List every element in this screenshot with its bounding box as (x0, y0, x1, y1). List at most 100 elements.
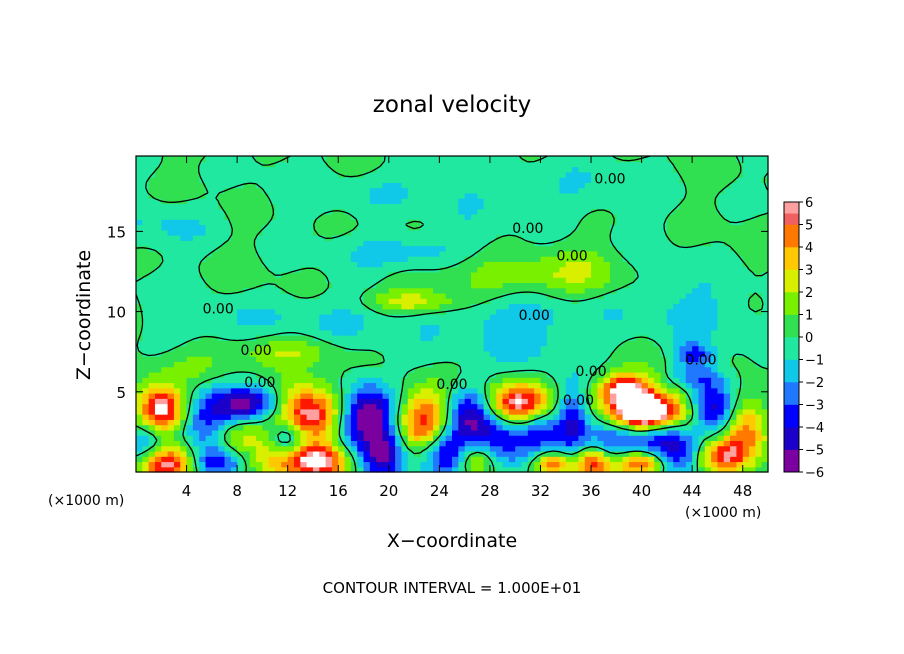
heatmap-cell (521, 282, 529, 289)
heatmap-cell (616, 461, 624, 468)
heatmap-cell (237, 435, 245, 441)
heatmap-cell (439, 261, 447, 268)
heatmap-cell (388, 324, 396, 331)
heatmap-cell (350, 303, 358, 310)
heatmap-cell (641, 314, 649, 320)
heatmap-cell (603, 245, 611, 252)
heatmap-cell (401, 429, 409, 436)
heatmap-cell (249, 424, 257, 431)
heatmap-cell (237, 403, 245, 410)
heatmap-cell (414, 408, 421, 415)
heatmap-cell (717, 393, 725, 399)
heatmap-cell (692, 340, 700, 347)
heatmap-cell (426, 271, 434, 278)
heatmap-cell (483, 229, 491, 236)
heatmap-cell (230, 393, 238, 399)
heatmap-cell (515, 356, 523, 362)
heatmap-cell (249, 256, 257, 262)
heatmap-cell (224, 287, 232, 294)
heatmap-cell (192, 314, 200, 320)
heatmap-cell (610, 235, 617, 241)
heatmap-cell (136, 461, 143, 468)
heatmap-cell (262, 224, 270, 231)
heatmap-cell (344, 424, 352, 431)
heatmap-cell (167, 277, 175, 283)
heatmap-cell (294, 356, 301, 362)
heatmap-cell (717, 329, 725, 336)
heatmap-cell (294, 308, 301, 315)
heatmap-cell (237, 456, 245, 463)
heatmap-cell (603, 213, 611, 220)
heatmap-cell (458, 303, 466, 310)
heatmap-cell (647, 414, 655, 420)
heatmap-cell (306, 261, 314, 268)
heatmap-cell (584, 419, 592, 426)
heatmap-cell (458, 403, 466, 410)
heatmap-cell (445, 224, 453, 231)
heatmap-cell (243, 456, 251, 463)
heatmap-cell (666, 466, 674, 473)
heatmap-cell (369, 403, 377, 410)
heatmap-cell (736, 366, 744, 373)
heatmap-cell (730, 213, 737, 220)
heatmap-cell (610, 303, 617, 310)
heatmap-cell (610, 356, 617, 362)
heatmap-cell (628, 435, 636, 441)
heatmap-cell (388, 224, 396, 231)
heatmap-cell (192, 419, 200, 426)
heatmap-cell (148, 229, 156, 236)
heatmap-cell (357, 419, 365, 426)
heatmap-cell (742, 366, 750, 373)
heatmap-cell (610, 466, 617, 473)
heatmap-cell (660, 271, 668, 278)
heatmap-cell (249, 266, 257, 273)
heatmap-cell (464, 366, 472, 373)
heatmap-cell (256, 450, 263, 457)
heatmap-cell (401, 414, 409, 420)
heatmap-cell (268, 319, 276, 326)
heatmap-cell (635, 245, 643, 252)
heatmap-cell (717, 398, 725, 405)
heatmap-cell (755, 382, 763, 389)
heatmap-cell (452, 366, 459, 373)
heatmap-cell (597, 408, 605, 415)
heatmap-cell (205, 371, 213, 378)
heatmap-cell (616, 445, 624, 452)
heatmap-cell (534, 229, 542, 236)
heatmap-cell (458, 466, 466, 473)
heatmap-cell (376, 445, 384, 452)
heatmap-cell (515, 424, 523, 431)
heatmap-cell (723, 250, 731, 257)
heatmap-cell (470, 382, 478, 389)
heatmap-cell (755, 450, 763, 457)
heatmap-cell (224, 382, 232, 389)
heatmap-cell (426, 324, 434, 331)
heatmap-cell (679, 435, 687, 441)
heatmap-cell (685, 387, 693, 394)
heatmap-cell (749, 377, 756, 384)
heatmap-cell (527, 435, 535, 441)
heatmap-cell (534, 261, 542, 268)
heatmap-cell (742, 208, 750, 215)
heatmap-cell (572, 303, 579, 310)
heatmap-cell (287, 424, 295, 431)
heatmap-cell (300, 235, 308, 241)
heatmap-cell (148, 398, 156, 405)
heatmap-cell (477, 250, 485, 257)
heatmap-cell (350, 371, 358, 378)
heatmap-cell (414, 419, 421, 426)
heatmap-cell (717, 277, 725, 283)
heatmap-cell (515, 298, 523, 305)
heatmap-cell (679, 419, 687, 426)
heatmap-cell (433, 319, 440, 326)
heatmap-cell (723, 235, 731, 241)
heatmap-cell (660, 461, 668, 468)
heatmap-cell (679, 429, 687, 436)
heatmap-cell (445, 461, 453, 468)
heatmap-cell (761, 319, 769, 326)
heatmap-cell (508, 319, 516, 326)
heatmap-cell (527, 440, 535, 447)
heatmap-cell (338, 450, 346, 457)
heatmap-cell (420, 303, 428, 310)
heatmap-cell (736, 393, 744, 399)
